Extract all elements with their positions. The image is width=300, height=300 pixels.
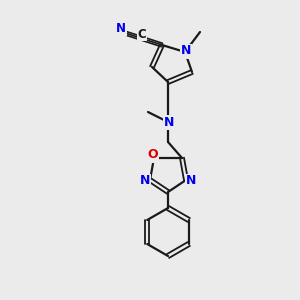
Text: N: N: [186, 175, 196, 188]
Text: O: O: [148, 148, 158, 161]
Text: N: N: [181, 44, 191, 58]
Text: N: N: [140, 175, 150, 188]
Text: C: C: [138, 28, 146, 40]
Text: N: N: [164, 116, 174, 128]
Text: N: N: [116, 22, 126, 35]
